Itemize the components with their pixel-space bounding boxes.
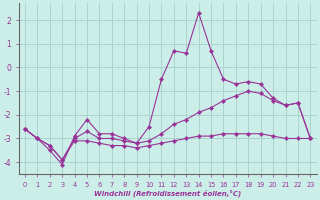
X-axis label: Windchill (Refroidissement éolien,°C): Windchill (Refroidissement éolien,°C) [94,189,241,197]
